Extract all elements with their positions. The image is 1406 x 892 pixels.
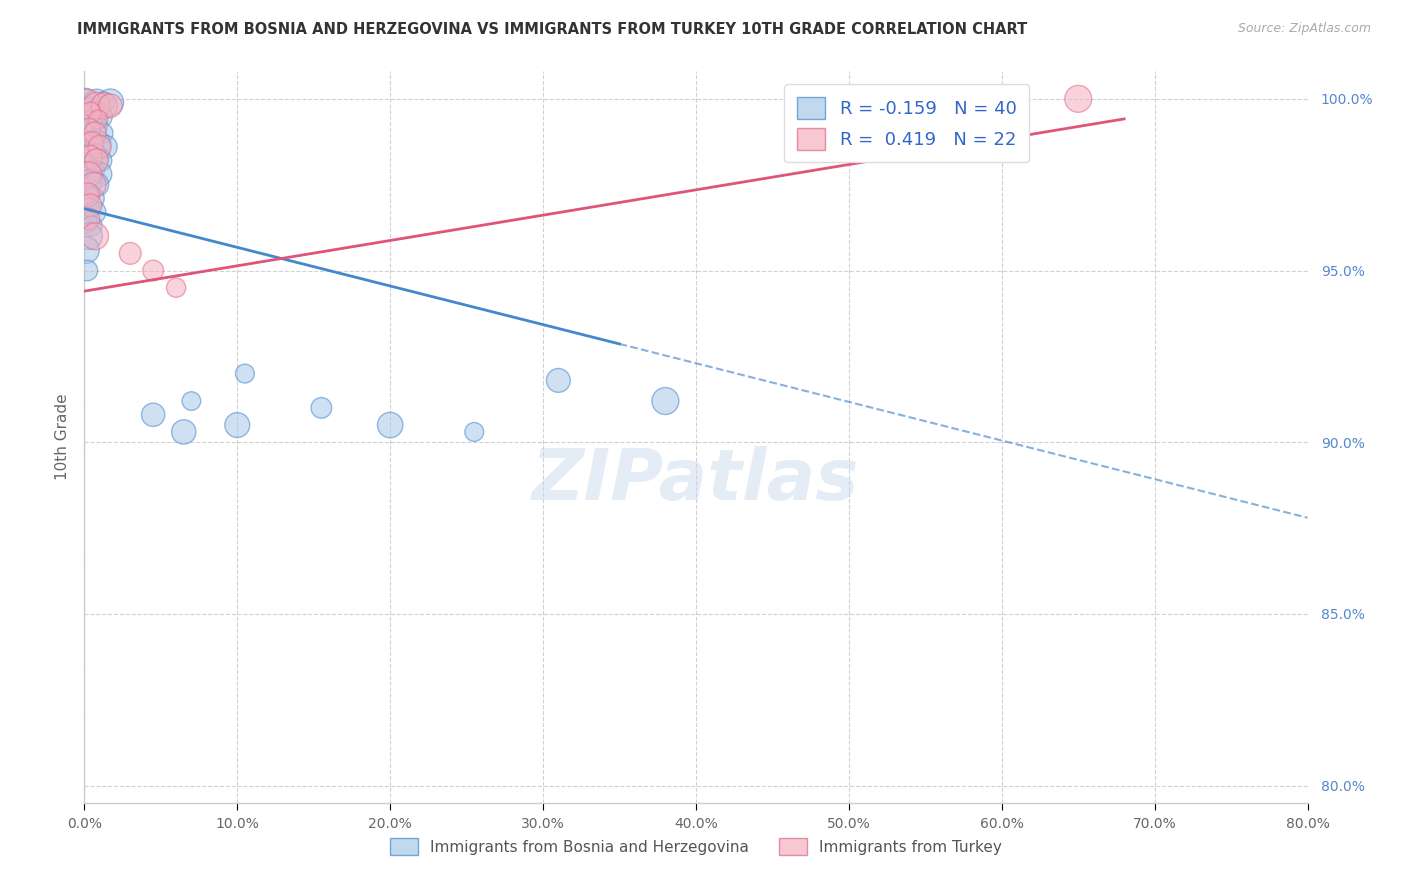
Point (80, 136, 103, 151)
Point (83, 164, 105, 178)
Point (311, 401, 333, 415)
Point (75, 243, 97, 257)
Point (84, 229, 107, 244)
Point (98, 98, 121, 112)
Point (83, 191, 105, 205)
Point (142, 263, 165, 277)
Y-axis label: 10th Grade: 10th Grade (55, 393, 70, 481)
Point (93, 98, 115, 112)
Legend: Immigrants from Bosnia and Herzegovina, Immigrants from Turkey: Immigrants from Bosnia and Herzegovina, … (384, 832, 1008, 861)
Point (380, 418, 402, 433)
Point (77, 102, 100, 116)
Point (79, 174, 101, 188)
Point (76, 188, 98, 202)
Point (165, 281, 187, 295)
Point (87, 136, 110, 151)
Point (84, 126, 107, 140)
Point (83, 178, 105, 192)
Point (94, 140, 117, 154)
Point (180, 394, 202, 409)
Point (86, 95, 108, 110)
Point (87, 112, 110, 127)
Point (76, 95, 98, 110)
Point (120, 246, 142, 260)
Text: ZIPatlas: ZIPatlas (533, 447, 859, 516)
Point (142, 408, 165, 422)
Point (84, 205, 107, 219)
Point (89, 167, 111, 181)
Point (84, 105, 107, 120)
Point (86, 120, 108, 134)
Point (79, 198, 101, 212)
Point (463, 425, 485, 439)
Point (86, 98, 108, 112)
Point (76, 161, 98, 175)
Point (547, 373, 569, 387)
Point (89, 109, 111, 123)
Text: IMMIGRANTS FROM BOSNIA AND HERZEGOVINA VS IMMIGRANTS FROM TURKEY 10TH GRADE CORR: IMMIGRANTS FROM BOSNIA AND HERZEGOVINA V… (77, 22, 1028, 37)
Point (77, 167, 100, 181)
Point (79, 150, 101, 164)
Point (233, 367, 256, 381)
Point (77, 146, 100, 161)
Point (80, 133, 103, 147)
Point (173, 425, 195, 439)
Point (90, 153, 112, 168)
Point (77, 229, 100, 244)
Point (76, 188, 98, 202)
Point (77, 212, 100, 227)
Point (79, 116, 101, 130)
Point (86, 153, 108, 168)
Point (1067, 92, 1090, 106)
Point (79, 105, 101, 120)
Point (80, 219, 103, 233)
Point (76, 215, 98, 229)
Point (91, 126, 114, 140)
Point (654, 394, 676, 409)
Point (77, 202, 100, 216)
Point (77, 122, 100, 136)
Point (89, 140, 111, 154)
Point (84, 150, 107, 164)
Point (76, 263, 98, 277)
Point (75, 92, 97, 106)
Point (93, 95, 115, 110)
Point (226, 418, 249, 433)
Text: Source: ZipAtlas.com: Source: ZipAtlas.com (1237, 22, 1371, 36)
Point (86, 178, 108, 192)
Point (98, 95, 121, 110)
